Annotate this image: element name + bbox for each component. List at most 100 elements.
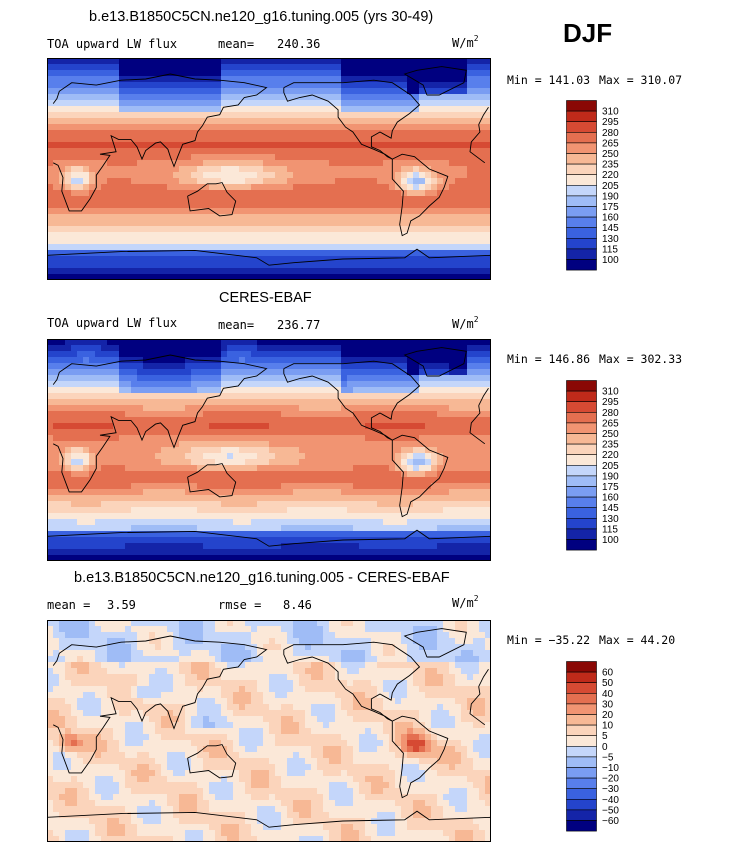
field-cell (389, 268, 395, 274)
field-cell (191, 154, 197, 160)
field-cell (275, 64, 281, 70)
field-cell (311, 262, 317, 268)
field-cell (239, 435, 245, 441)
field-cell (431, 160, 437, 166)
field-cell (239, 477, 245, 483)
field-cell (83, 172, 89, 178)
field-cell (479, 471, 485, 477)
field-cell (191, 256, 197, 262)
field-cell (455, 226, 461, 232)
field-cell (95, 483, 101, 489)
field-cell (455, 447, 461, 453)
field-cell (179, 88, 185, 94)
field-cell (407, 429, 413, 435)
field-cell (449, 489, 455, 495)
field-cell (215, 435, 221, 441)
field-cell (209, 232, 215, 238)
field-cell (119, 76, 125, 82)
field-cell (413, 178, 419, 184)
field-cell (71, 88, 77, 94)
field-cell (167, 142, 173, 148)
field-cell (347, 489, 353, 495)
field-cell (323, 411, 329, 417)
field-cell (311, 351, 317, 357)
field-cell (299, 136, 305, 142)
field-cell (467, 232, 473, 238)
field-cell (251, 393, 257, 399)
field-cell (449, 148, 455, 154)
field-cell (173, 411, 179, 417)
field-cell (179, 507, 185, 513)
field-cell (305, 399, 311, 405)
field-cell (149, 351, 155, 357)
field-cell (383, 387, 389, 393)
field-cell (257, 160, 263, 166)
field-cell (155, 369, 161, 375)
field-cell (425, 435, 431, 441)
field-cell (431, 417, 437, 423)
field-cell (245, 351, 251, 357)
field-cell (197, 399, 203, 405)
field-cell (275, 441, 281, 447)
field-cell (119, 262, 125, 268)
field-cell (65, 94, 71, 100)
field-cell (311, 268, 317, 274)
field-cell (137, 256, 143, 262)
field-cell (413, 238, 419, 244)
field-cell (341, 369, 347, 375)
field-cell (281, 190, 287, 196)
field-cell (431, 202, 437, 208)
field-cell (83, 226, 89, 232)
field-cell (335, 405, 341, 411)
field-cell (389, 369, 395, 375)
field-cell (143, 387, 149, 393)
field-cell (101, 226, 107, 232)
field-cell (455, 214, 461, 220)
field-cell (377, 124, 383, 130)
field-cell (59, 429, 65, 435)
field-cell (233, 178, 239, 184)
field-cell (299, 268, 305, 274)
field-cell (233, 106, 239, 112)
field-cell (437, 112, 443, 118)
field-cell (269, 399, 275, 405)
field-cell (251, 154, 257, 160)
field-cell (251, 387, 257, 393)
field-cell (395, 351, 401, 357)
field-cell (479, 244, 485, 250)
field-cell (125, 513, 131, 519)
field-cell (377, 363, 383, 369)
field-cell (245, 393, 251, 399)
field-cell (77, 214, 83, 220)
field-cell (173, 369, 179, 375)
field-cell (275, 465, 281, 471)
field-cell (305, 501, 311, 507)
field-cell (419, 405, 425, 411)
field-cell (401, 441, 407, 447)
field-cell (161, 88, 167, 94)
field-cell (65, 142, 71, 148)
field-cell (89, 495, 95, 501)
field-cell (83, 423, 89, 429)
field-cell (155, 94, 161, 100)
field-cell (461, 423, 467, 429)
field-cell (413, 88, 419, 94)
field-cell (155, 459, 161, 465)
field-cell (365, 238, 371, 244)
field-cell (77, 130, 83, 136)
field-cell (185, 154, 191, 160)
field-cell (89, 214, 95, 220)
field-cell (275, 256, 281, 262)
field-cell (347, 154, 353, 160)
colorbar-tick-label: 310 (602, 107, 619, 118)
field-cell (209, 154, 215, 160)
field-cell (431, 190, 437, 196)
field-cell (173, 184, 179, 190)
field-cell (221, 345, 227, 351)
field-cell (293, 477, 299, 483)
field-cell (425, 214, 431, 220)
field-cell (233, 154, 239, 160)
field-cell (443, 411, 449, 417)
field-cell (125, 112, 131, 118)
field-cell (95, 429, 101, 435)
